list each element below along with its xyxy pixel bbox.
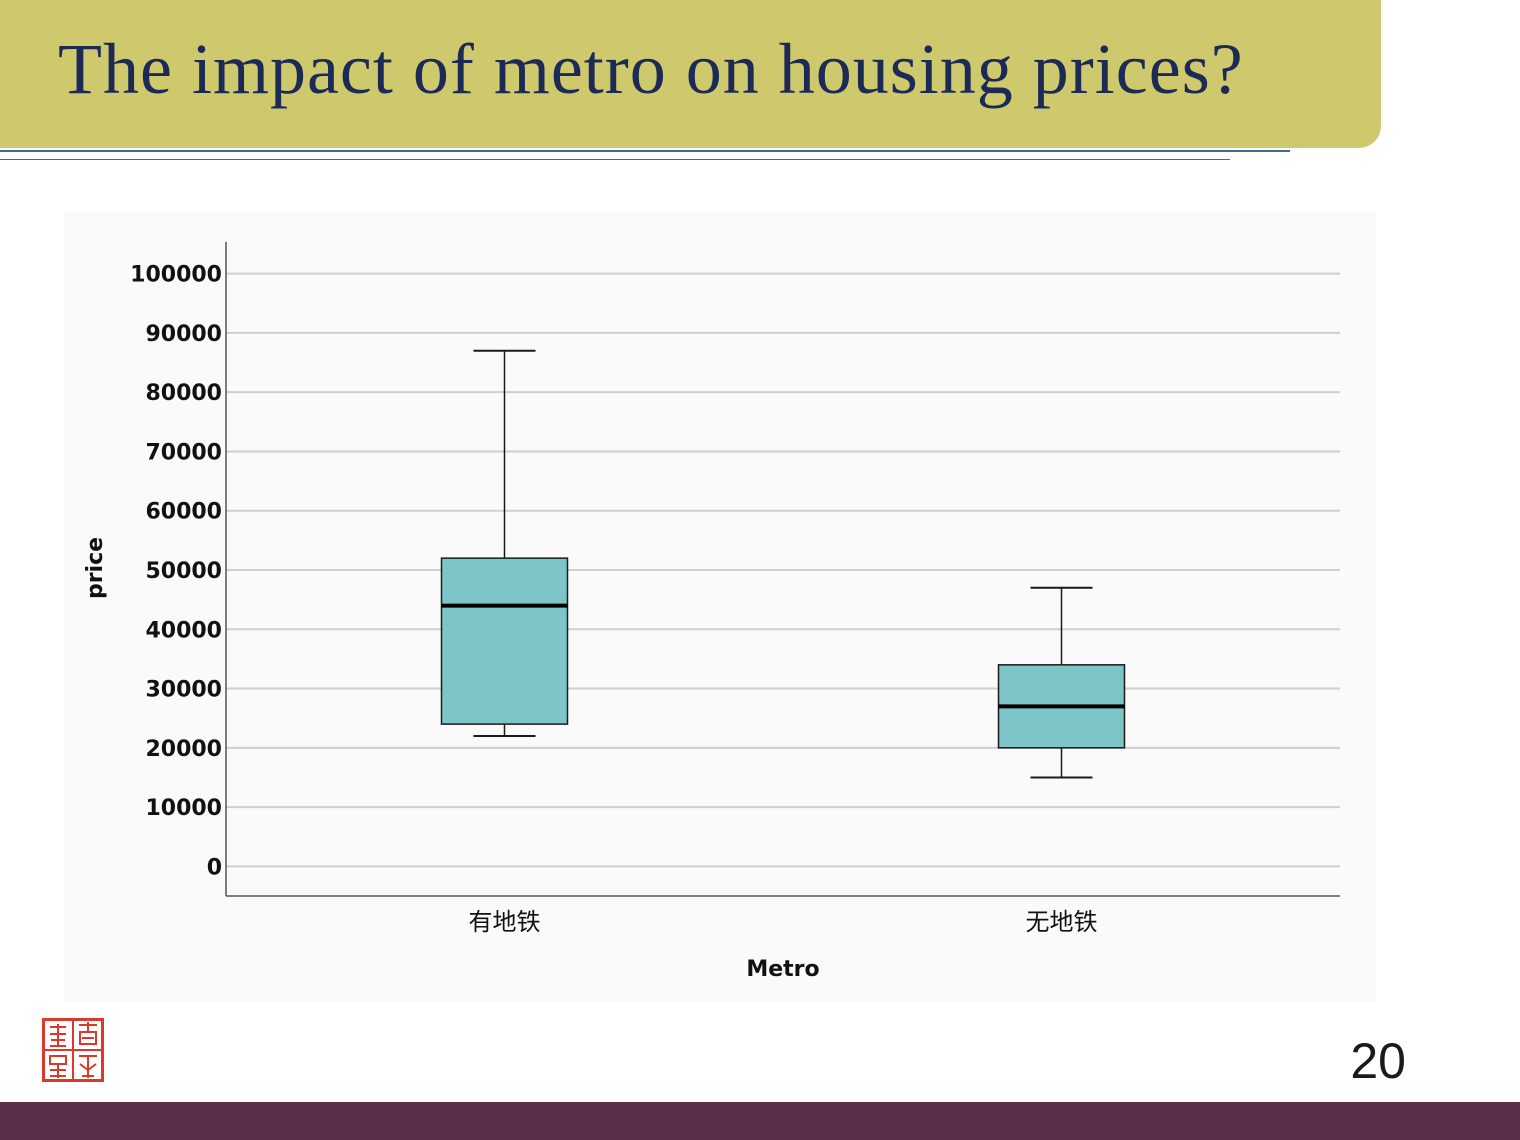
y-axis-label: price [83,537,108,599]
title-banner: The impact of metro on housing prices? [0,0,1381,148]
footer-bar [0,1102,1520,1140]
x-axis-label: Metro [746,957,819,982]
box-plot-chart: 0 10000 20000 30000 40000 50000 60000 70000 8000… [83,242,1340,982]
box-iqr [440,557,569,725]
y-tick-label: 20000 [145,737,222,762]
y-tick-label: 50000 [145,559,222,584]
university-seal-icon [42,1018,104,1082]
title-rule-upper [0,150,1290,152]
title-rule-lower [0,159,1230,160]
page-number: 20 [1350,1033,1406,1089]
y-tick-label: 100000 [130,263,222,288]
y-tick-label: 60000 [145,500,222,525]
y-tick-label: 10000 [145,796,222,821]
x-tick-label: 无地铁 [1026,908,1098,936]
chart-panel: 0 10000 20000 30000 40000 50000 60000 70000 8000… [64,212,1376,1002]
x-tick-label: 有地铁 [469,908,541,936]
y-tick-label: 40000 [145,618,222,643]
slide-title: The impact of metro on housing prices? [58,29,1244,109]
y-tick-label: 70000 [145,440,222,465]
y-tick-label: 80000 [145,381,222,406]
y-tick-label: 90000 [145,322,222,347]
y-tick-label: 30000 [145,678,222,703]
y-tick-label: 0 [207,855,222,880]
